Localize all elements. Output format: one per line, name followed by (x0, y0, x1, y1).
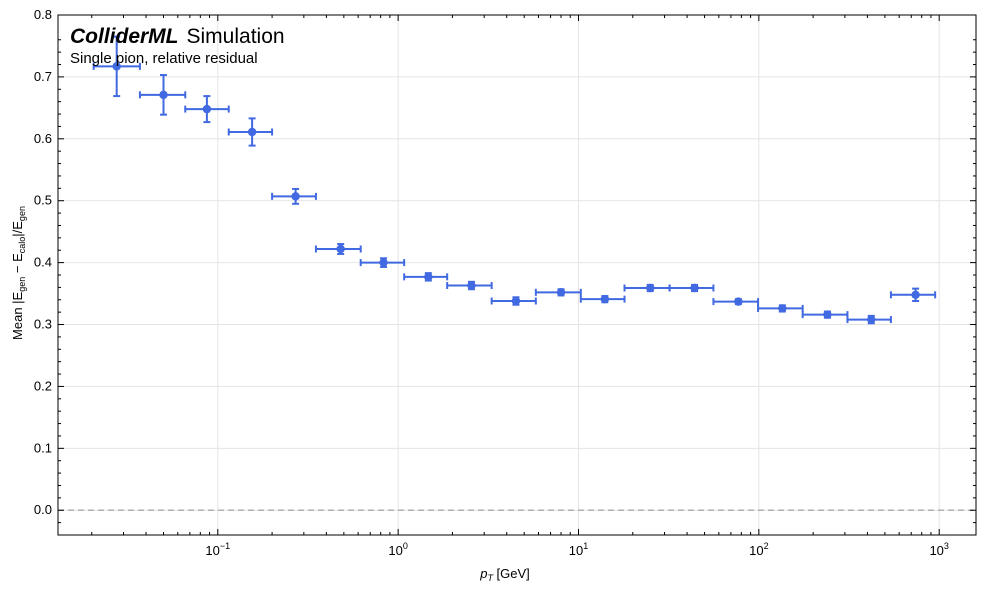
y-tick-label: 0.8 (34, 7, 52, 22)
x-tick-exponent: −1 (220, 541, 230, 551)
x-tick-base: 10 (205, 543, 219, 558)
plot-frame (57, 14, 977, 536)
data-point (579, 294, 626, 304)
data-point (227, 117, 274, 147)
data-marker (336, 244, 345, 254)
title-brand: ColliderML (70, 25, 179, 48)
y-tick-label: 0.4 (34, 255, 52, 270)
data-point (314, 243, 362, 255)
data-marker (911, 290, 920, 300)
y-label-prefix: Mean |E (10, 291, 25, 340)
data-point (92, 35, 141, 98)
x-tick-label: 101 (569, 541, 588, 558)
data-marker (778, 304, 787, 313)
y-label-calo: calo (17, 237, 27, 254)
data-point (271, 187, 317, 205)
x-tick-label: 102 (749, 541, 768, 558)
data-marker (690, 283, 699, 293)
x-label-unit: [GeV] (493, 566, 530, 581)
data-point (446, 280, 493, 291)
y-label-gen: gen (17, 277, 27, 292)
data-point (712, 297, 760, 306)
y-label-minus: − E (10, 253, 25, 277)
x-tick-base: 10 (929, 543, 943, 558)
y-tick-label: 0.3 (34, 317, 52, 332)
x-tick-exponent: 0 (403, 541, 408, 551)
y-tick-label: 0.6 (34, 131, 52, 146)
y-tick-label: 0.0 (34, 502, 52, 517)
data-point (623, 283, 671, 293)
data-point (889, 287, 937, 302)
data-point (846, 314, 892, 325)
data-marker (556, 288, 566, 297)
x-axis-label: pT [GeV] (479, 566, 530, 583)
x-tick-exponent: 3 (944, 541, 949, 551)
data-marker (424, 272, 433, 282)
data-marker (247, 127, 257, 137)
x-tick-base: 10 (749, 543, 763, 558)
y-tick-label: 0.5 (34, 193, 52, 208)
data-marker (467, 281, 476, 290)
chart-title: ColliderML Simulation (70, 25, 285, 48)
data-point (138, 74, 187, 116)
data-marker (823, 310, 832, 319)
x-tick-exponent: 1 (583, 541, 588, 551)
y-tick-label: 0.1 (34, 440, 52, 455)
x-tick-label: 100 (388, 541, 407, 558)
y-label-gen-2: gen (17, 206, 27, 221)
y-label-slash: |/E (10, 221, 25, 237)
data-marker (600, 294, 610, 304)
axis-ticks (58, 14, 976, 536)
data-point (668, 283, 715, 293)
data-marker (511, 296, 521, 306)
data-point (490, 296, 537, 306)
data-marker (867, 315, 876, 324)
y-tick-label: 0.7 (34, 69, 52, 84)
x-tick-base: 10 (388, 543, 402, 558)
x-label-main: p (479, 566, 487, 581)
axis-tick-labels: 0.00.10.20.30.40.50.60.70.810−1 100 101 102… (34, 7, 949, 558)
y-axis-label: Mean |Egen − Ecalo|/Egen (10, 206, 27, 340)
x-tick-label: 10−1 (205, 541, 230, 558)
title-suffix: Simulation (187, 25, 285, 48)
x-tick-base: 10 (569, 543, 583, 558)
data-point (403, 272, 449, 282)
data-point (757, 304, 804, 313)
x-label-sub: T (487, 573, 494, 583)
data-point (359, 257, 406, 268)
data-point (534, 288, 582, 297)
grid-lines (58, 14, 976, 535)
data-marker (202, 104, 212, 114)
data-point (184, 95, 230, 124)
data-points (92, 35, 937, 325)
x-tick-exponent: 2 (764, 541, 769, 551)
y-tick-label: 0.2 (34, 378, 52, 393)
data-marker (159, 90, 168, 100)
data-marker (379, 258, 388, 267)
chart-subtitle: Single pion, relative residual (70, 50, 258, 67)
x-tick-label: 103 (929, 541, 948, 558)
data-marker (291, 192, 300, 201)
data-point (801, 310, 849, 319)
data-marker (734, 297, 743, 306)
data-marker (646, 283, 655, 293)
data-marker (112, 62, 121, 71)
